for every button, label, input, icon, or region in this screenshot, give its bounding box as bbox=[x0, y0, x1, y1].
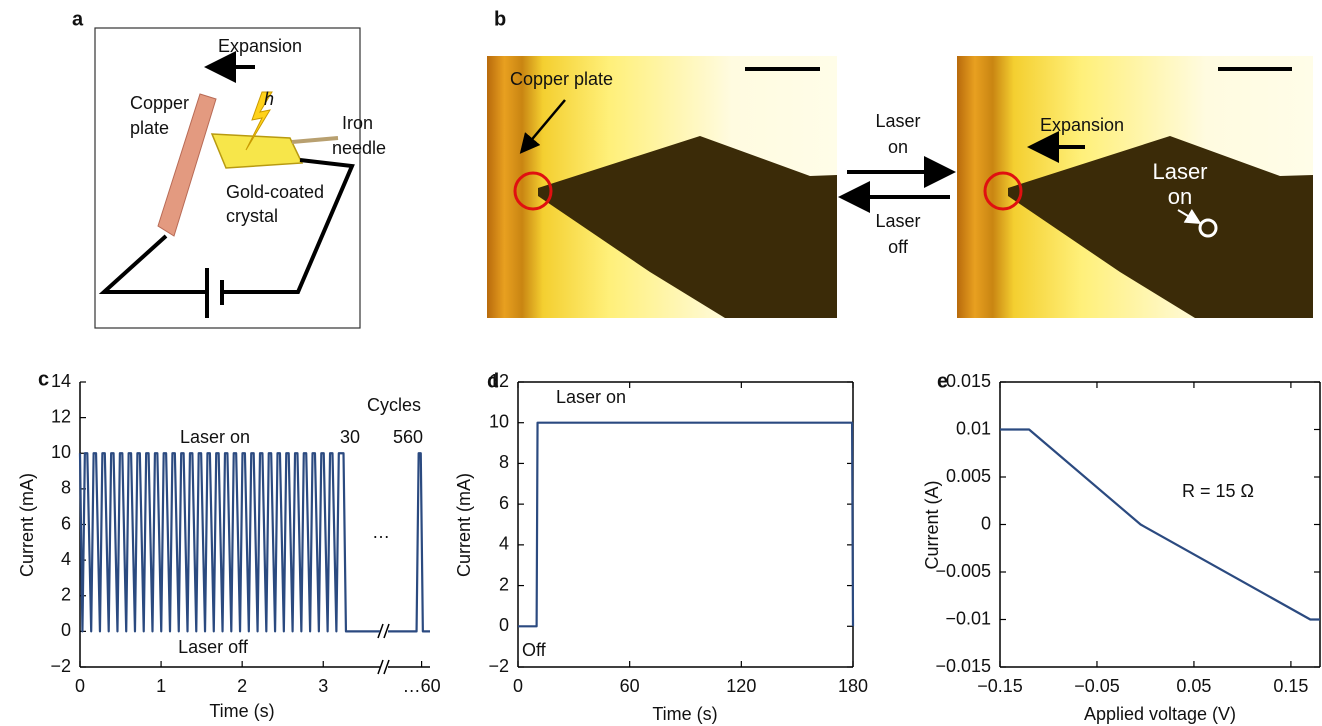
y-tick-label: −2 bbox=[488, 656, 509, 676]
x-tick-label: 1 bbox=[156, 676, 166, 696]
wire bbox=[98, 234, 207, 294]
annotation: h bbox=[264, 89, 274, 109]
y-tick-label: −0.01 bbox=[945, 608, 991, 628]
copper-plate bbox=[157, 93, 217, 237]
y-tick-label: 0.01 bbox=[956, 418, 991, 438]
panel-label: c bbox=[38, 368, 49, 390]
x-tick-label: …60 bbox=[403, 676, 441, 696]
y-tick-label: 8 bbox=[499, 452, 509, 472]
y-tick-label: −0.015 bbox=[935, 656, 991, 676]
annotation: Laser bbox=[1152, 159, 1207, 184]
needle-tip bbox=[1008, 136, 1313, 318]
arrow bbox=[519, 99, 566, 154]
annotation: plate bbox=[130, 118, 169, 138]
y-tick-label: 4 bbox=[61, 549, 71, 569]
annotation: Laser on bbox=[556, 387, 626, 407]
y-tick-label: 12 bbox=[489, 371, 509, 391]
data-line bbox=[78, 452, 380, 633]
arrow bbox=[1177, 208, 1202, 225]
annotation: Copper plate bbox=[510, 69, 613, 89]
annotation: Copper bbox=[130, 93, 189, 113]
y-tick-label: 0.005 bbox=[946, 466, 991, 486]
y-tick-label: 4 bbox=[499, 534, 509, 554]
annotation: on bbox=[1168, 184, 1192, 209]
y-tick-label: 10 bbox=[489, 411, 509, 431]
data-line bbox=[1000, 428, 1320, 621]
x-tick-label: 2 bbox=[237, 676, 247, 696]
x-tick-label: −0.15 bbox=[977, 676, 1023, 696]
y-tick-label: 2 bbox=[61, 585, 71, 605]
x-tick-label: 0 bbox=[75, 676, 85, 696]
laser-spot bbox=[1198, 218, 1218, 238]
annotation: … bbox=[372, 522, 390, 542]
x-axis-label: Time (s) bbox=[652, 704, 717, 724]
x-tick-label: 0.15 bbox=[1273, 676, 1308, 696]
needle-tip bbox=[538, 136, 837, 318]
y-axis-label: Current (mA) bbox=[454, 473, 474, 577]
annotation: R = 15 Ω bbox=[1182, 481, 1254, 501]
y-tick-label: 0 bbox=[61, 620, 71, 640]
y-tick-label: 6 bbox=[499, 493, 509, 513]
y-axis-label: Current (mA) bbox=[17, 473, 37, 577]
annotation: Cycles bbox=[367, 395, 421, 415]
annotation: Laser on bbox=[180, 427, 250, 447]
y-tick-label: 0.015 bbox=[946, 371, 991, 391]
panel-label: d bbox=[487, 370, 499, 392]
annotation: needle bbox=[332, 138, 386, 158]
panel-label: a bbox=[72, 8, 84, 30]
crystal bbox=[210, 133, 304, 169]
y-tick-label: −2 bbox=[50, 656, 71, 676]
data-line bbox=[518, 421, 855, 628]
panel-b: b Copper plate Laser on Laser off Expans… bbox=[487, 8, 1313, 318]
highlight bbox=[983, 171, 1023, 211]
annotation: Iron bbox=[342, 113, 373, 133]
y-tick-label: 8 bbox=[61, 478, 71, 498]
annotation: 30 bbox=[340, 427, 360, 447]
data-line bbox=[388, 452, 430, 633]
annotation: Gold-coated bbox=[226, 182, 324, 202]
annotation: on bbox=[888, 137, 908, 157]
annotation: Laser bbox=[875, 111, 920, 131]
x-tick-label: 60 bbox=[620, 676, 640, 696]
y-tick-label: 2 bbox=[499, 574, 509, 594]
x-tick-label: 180 bbox=[838, 676, 868, 696]
axis-break bbox=[377, 623, 390, 675]
wire bbox=[222, 158, 355, 294]
y-tick-label: 0 bbox=[981, 513, 991, 533]
y-tick-label: 14 bbox=[51, 371, 71, 391]
y-tick-label: −0.005 bbox=[935, 561, 991, 581]
y-axis-label: Current (A) bbox=[922, 480, 942, 569]
x-axis-label: Applied voltage (V) bbox=[1084, 704, 1236, 724]
x-axis-label: Time (s) bbox=[209, 701, 274, 721]
x-tick-label: −0.05 bbox=[1074, 676, 1120, 696]
needle bbox=[291, 136, 339, 144]
panel-label: e bbox=[937, 370, 948, 392]
y-tick-label: 10 bbox=[51, 442, 71, 462]
panel-frame bbox=[94, 27, 361, 329]
annotation: Laser off bbox=[178, 637, 249, 657]
annotation: off bbox=[888, 237, 909, 257]
panel-a: a Expansion Copper plate h Iron needle G… bbox=[72, 8, 386, 329]
y-tick-label: 0 bbox=[499, 615, 509, 635]
y-tick-label: 6 bbox=[61, 513, 71, 533]
x-tick-label: 0 bbox=[513, 676, 523, 696]
annotation: Expansion bbox=[218, 36, 302, 56]
annotation: Laser bbox=[875, 211, 920, 231]
x-tick-label: 0.05 bbox=[1176, 676, 1211, 696]
annotation: Expansion bbox=[1040, 115, 1124, 135]
panel-label: b bbox=[494, 8, 506, 30]
annotation: Off bbox=[522, 640, 547, 660]
highlight bbox=[513, 171, 553, 211]
y-tick-label: 12 bbox=[51, 406, 71, 426]
x-tick-label: 3 bbox=[318, 676, 328, 696]
annotation: 560 bbox=[393, 427, 423, 447]
light-bolt bbox=[245, 91, 273, 151]
annotation: crystal bbox=[226, 206, 278, 226]
x-tick-label: 120 bbox=[726, 676, 756, 696]
